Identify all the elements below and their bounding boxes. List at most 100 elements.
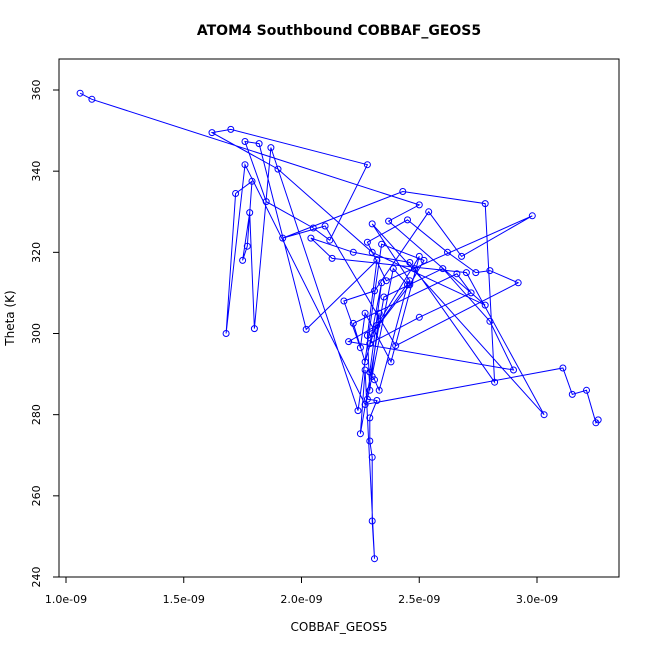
data-point bbox=[583, 386, 590, 394]
series-line bbox=[79, 92, 599, 559]
data-point bbox=[366, 414, 374, 422]
data-point bbox=[420, 256, 428, 264]
data-point bbox=[246, 209, 254, 217]
data-point bbox=[486, 317, 494, 325]
data-point bbox=[425, 208, 433, 216]
chart-title: ATOM4 Southbound COBBAF_GEOS5 bbox=[197, 23, 481, 39]
data-point bbox=[274, 165, 282, 173]
data-point bbox=[472, 269, 480, 277]
data-point bbox=[467, 289, 475, 297]
data-point bbox=[250, 325, 258, 333]
data-point bbox=[559, 364, 567, 372]
data-point bbox=[371, 287, 378, 295]
data-point bbox=[349, 319, 357, 327]
y-tick-label: 300 bbox=[30, 323, 43, 344]
x-tick-label: 1.0e-09 bbox=[45, 593, 87, 606]
data-point bbox=[241, 161, 249, 169]
data-point bbox=[594, 416, 602, 424]
data-point bbox=[361, 401, 369, 408]
data-point bbox=[462, 269, 470, 277]
data-point bbox=[415, 313, 423, 321]
data-point bbox=[368, 330, 376, 337]
data-point bbox=[528, 212, 536, 220]
data-point bbox=[302, 325, 310, 333]
x-axis: 1.0e-09 1.5e-09 2.0e-09 2.5e-09 3.0e-09 bbox=[45, 576, 558, 606]
data-point bbox=[363, 238, 371, 246]
data-point bbox=[340, 297, 348, 305]
data-point bbox=[568, 390, 576, 398]
data-point bbox=[392, 342, 400, 350]
data-point bbox=[208, 129, 216, 137]
data-point bbox=[481, 301, 489, 309]
x-tick-label: 1.5e-09 bbox=[163, 593, 205, 606]
data-point bbox=[404, 281, 411, 289]
data-point bbox=[514, 279, 522, 287]
data-point bbox=[361, 358, 369, 366]
data-point bbox=[309, 224, 317, 232]
data-point bbox=[227, 125, 235, 133]
data-point bbox=[373, 256, 381, 264]
series-layer bbox=[76, 89, 602, 563]
data-point bbox=[486, 267, 494, 275]
data-point bbox=[345, 338, 353, 346]
data-point bbox=[389, 265, 397, 273]
data-point bbox=[267, 144, 275, 152]
data-point bbox=[404, 216, 411, 224]
data-point bbox=[406, 281, 414, 289]
data-point bbox=[444, 248, 451, 256]
data-point bbox=[375, 386, 383, 394]
data-point bbox=[373, 321, 381, 329]
data-point bbox=[458, 252, 466, 260]
data-point bbox=[382, 277, 390, 285]
data-point bbox=[328, 254, 336, 262]
y-axis: 240 260 280 300 320 340 360 bbox=[30, 80, 60, 588]
data-point bbox=[248, 177, 256, 185]
data-point bbox=[361, 309, 369, 317]
data-point bbox=[307, 234, 315, 242]
data-point bbox=[366, 340, 374, 348]
data-point bbox=[439, 265, 447, 273]
data-point bbox=[363, 161, 371, 169]
data-point bbox=[356, 430, 364, 438]
data-point bbox=[415, 252, 423, 260]
y-tick-label: 360 bbox=[30, 80, 43, 101]
x-tick-label: 2.0e-09 bbox=[280, 593, 322, 606]
data-point bbox=[349, 248, 357, 256]
data-point bbox=[361, 366, 369, 374]
data-point bbox=[371, 555, 378, 563]
y-tick-label: 240 bbox=[30, 567, 43, 588]
y-axis-label: Theta (K) bbox=[3, 290, 17, 346]
data-point bbox=[243, 242, 251, 250]
x-tick-label: 2.5e-09 bbox=[398, 593, 440, 606]
data-point bbox=[371, 376, 378, 384]
data-point bbox=[378, 240, 386, 248]
data-point bbox=[373, 397, 381, 404]
data-point bbox=[239, 256, 247, 264]
data-point bbox=[321, 222, 329, 230]
data-point bbox=[415, 201, 423, 209]
data-point bbox=[222, 330, 230, 337]
data-point bbox=[453, 270, 461, 278]
data-point bbox=[399, 188, 407, 195]
data-point bbox=[491, 378, 499, 386]
data-point bbox=[406, 277, 414, 285]
data-point bbox=[385, 217, 393, 225]
data-point bbox=[366, 437, 374, 445]
data-point bbox=[481, 200, 489, 208]
data-point bbox=[380, 293, 388, 301]
data-point bbox=[375, 309, 383, 317]
data-point bbox=[356, 344, 364, 352]
data-point bbox=[540, 411, 548, 419]
data-point bbox=[368, 220, 376, 228]
data-point bbox=[255, 140, 263, 148]
x-axis-label: COBBAF_GEOS5 bbox=[291, 620, 388, 634]
y-tick-label: 340 bbox=[30, 161, 43, 182]
data-point bbox=[411, 265, 418, 273]
data-point bbox=[406, 259, 414, 266]
data-point bbox=[241, 138, 249, 145]
data-point bbox=[76, 89, 84, 97]
data-point bbox=[387, 358, 395, 366]
y-tick-label: 260 bbox=[30, 485, 43, 506]
x-tick-label: 3.0e-09 bbox=[516, 593, 558, 606]
data-point bbox=[262, 198, 270, 206]
